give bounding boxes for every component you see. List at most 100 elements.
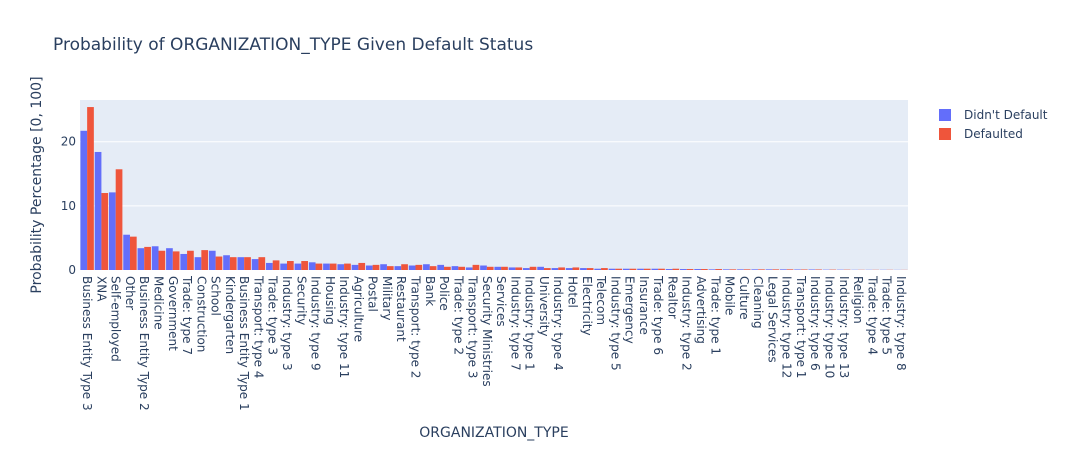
bar-defaulted[interactable] xyxy=(758,269,765,270)
bar-didnt-default[interactable] xyxy=(794,269,801,270)
bar-defaulted[interactable] xyxy=(258,257,266,270)
bar-didnt-default[interactable] xyxy=(594,268,602,270)
bar-defaulted[interactable] xyxy=(629,268,637,270)
bar-defaulted[interactable] xyxy=(815,269,822,270)
bar-didnt-default[interactable] xyxy=(123,234,130,270)
legend-item-didnt-default[interactable]: Didn't Default xyxy=(939,108,1048,122)
bar-didnt-default[interactable] xyxy=(765,269,773,270)
bar-defaulted[interactable] xyxy=(715,269,722,270)
bar-didnt-default[interactable] xyxy=(166,248,173,270)
bar-didnt-default[interactable] xyxy=(494,266,502,270)
bar-defaulted[interactable] xyxy=(344,263,351,270)
bar-didnt-default[interactable] xyxy=(751,269,759,270)
bar-defaulted[interactable] xyxy=(287,261,294,270)
bar-defaulted[interactable] xyxy=(386,266,394,270)
bar-didnt-default[interactable] xyxy=(323,263,330,270)
bar-didnt-default[interactable] xyxy=(608,268,616,270)
bar-defaulted[interactable] xyxy=(158,250,166,270)
bar-didnt-default[interactable] xyxy=(637,268,644,270)
bar-defaulted[interactable] xyxy=(701,269,708,270)
bar-didnt-default[interactable] xyxy=(665,269,673,270)
bar-defaulted[interactable] xyxy=(172,251,180,270)
bar-didnt-default[interactable] xyxy=(365,265,373,270)
bar-didnt-default[interactable] xyxy=(522,268,530,270)
bar-defaulted[interactable] xyxy=(658,268,665,270)
bar-didnt-default[interactable] xyxy=(337,264,345,270)
bar-defaulted[interactable] xyxy=(458,266,466,270)
bar-didnt-default[interactable] xyxy=(680,269,687,270)
bar-didnt-default[interactable] xyxy=(808,269,816,270)
bar-didnt-default[interactable] xyxy=(423,264,430,270)
bar-defaulted[interactable] xyxy=(229,257,237,270)
bar-didnt-default[interactable] xyxy=(94,151,102,270)
bar-didnt-default[interactable] xyxy=(622,268,630,270)
bar-defaulted[interactable] xyxy=(315,263,323,270)
bar-didnt-default[interactable] xyxy=(551,268,559,270)
bar-defaulted[interactable] xyxy=(329,263,337,270)
bar-defaulted[interactable] xyxy=(586,268,594,270)
bar-didnt-default[interactable] xyxy=(437,264,445,270)
bar-defaulted[interactable] xyxy=(615,268,623,270)
bar-defaulted[interactable] xyxy=(572,267,580,270)
bar-didnt-default[interactable] xyxy=(580,268,587,270)
bar-didnt-default[interactable] xyxy=(194,257,202,270)
bar-didnt-default[interactable] xyxy=(565,268,573,270)
bar-defaulted[interactable] xyxy=(543,268,551,270)
bar-defaulted[interactable] xyxy=(144,246,151,270)
bar-didnt-default[interactable] xyxy=(151,246,159,270)
bar-didnt-default[interactable] xyxy=(508,267,516,270)
bar-defaulted[interactable] xyxy=(444,266,451,270)
bar-defaulted[interactable] xyxy=(743,269,751,270)
bar-didnt-default[interactable] xyxy=(537,266,544,270)
bar-didnt-default[interactable] xyxy=(779,269,787,270)
bar-defaulted[interactable] xyxy=(501,266,508,270)
bar-defaulted[interactable] xyxy=(672,268,680,270)
bar-didnt-default[interactable] xyxy=(480,265,487,270)
bar-defaulted[interactable] xyxy=(372,264,380,270)
bar-didnt-default[interactable] xyxy=(737,269,744,270)
bar-defaulted[interactable] xyxy=(486,266,494,270)
bar-didnt-default[interactable] xyxy=(80,130,88,270)
bar-didnt-default[interactable] xyxy=(308,262,316,270)
bar-didnt-default[interactable] xyxy=(451,266,459,270)
bar-didnt-default[interactable] xyxy=(237,257,245,270)
bar-didnt-default[interactable] xyxy=(651,268,659,270)
bar-didnt-default[interactable] xyxy=(465,267,473,270)
bar-defaulted[interactable] xyxy=(786,269,794,270)
bar-defaulted[interactable] xyxy=(601,268,608,270)
bar-defaulted[interactable] xyxy=(558,267,565,270)
bar-didnt-default[interactable] xyxy=(294,263,302,270)
bar-defaulted[interactable] xyxy=(129,236,137,270)
bar-defaulted[interactable] xyxy=(686,269,694,270)
bar-didnt-default[interactable] xyxy=(280,263,287,270)
bar-didnt-default[interactable] xyxy=(251,259,259,270)
bar-didnt-default[interactable] xyxy=(266,262,273,270)
legend[interactable]: Didn't Default Defaulted xyxy=(939,108,1048,141)
bar-didnt-default[interactable] xyxy=(380,264,387,270)
bar-didnt-default[interactable] xyxy=(394,266,402,270)
legend-item-defaulted[interactable]: Defaulted xyxy=(939,127,1023,141)
bar-defaulted[interactable] xyxy=(301,261,308,270)
bar-defaulted[interactable] xyxy=(472,264,480,270)
bar-defaulted[interactable] xyxy=(201,250,209,270)
bar-defaulted[interactable] xyxy=(244,257,251,270)
bar-didnt-default[interactable] xyxy=(694,269,701,270)
bar-defaulted[interactable] xyxy=(187,250,194,270)
bar-didnt-default[interactable] xyxy=(223,255,230,270)
bar-defaulted[interactable] xyxy=(101,193,109,270)
bar-defaulted[interactable] xyxy=(772,269,780,270)
bar-defaulted[interactable] xyxy=(87,107,94,270)
bar-defaulted[interactable] xyxy=(272,260,280,270)
bar-didnt-default[interactable] xyxy=(180,253,188,270)
bar-defaulted[interactable] xyxy=(529,266,537,270)
bar-defaulted[interactable] xyxy=(401,264,408,270)
bar-defaulted[interactable] xyxy=(515,267,523,270)
bar-defaulted[interactable] xyxy=(729,269,737,270)
bar-didnt-default[interactable] xyxy=(137,248,145,270)
bar-defaulted[interactable] xyxy=(643,268,651,270)
bar-defaulted[interactable] xyxy=(215,256,223,270)
bar-defaulted[interactable] xyxy=(358,262,366,270)
bar-didnt-default[interactable] xyxy=(208,250,216,270)
bar-didnt-default[interactable] xyxy=(708,269,716,270)
bar-didnt-default[interactable] xyxy=(408,265,416,270)
